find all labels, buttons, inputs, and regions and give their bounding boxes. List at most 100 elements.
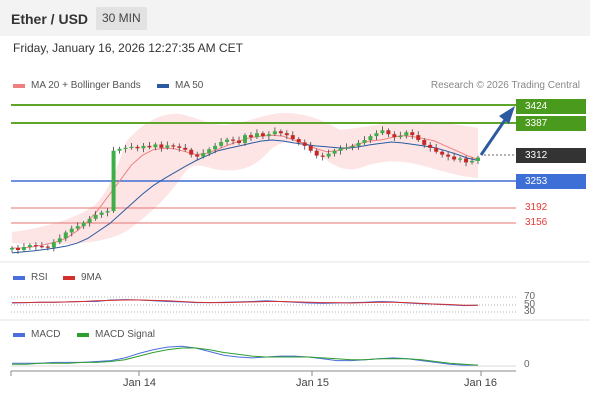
candle-body (15, 248, 20, 250)
macd-zero-label: 0 (524, 359, 530, 370)
instrument-title: Ether / USD (11, 11, 89, 27)
candle-body (398, 135, 403, 138)
candle-body (368, 136, 373, 141)
candle-body (290, 135, 295, 140)
x-label-jan14: Jan 14 (123, 377, 157, 389)
chart-header: Ether / USD 30 MIN (0, 0, 590, 36)
support-label-3192: 3192 (525, 202, 548, 213)
candle-body (213, 145, 218, 150)
candle-body (362, 140, 367, 143)
rsi-level-30: 30 (524, 306, 536, 317)
candle-body (147, 145, 152, 148)
candle-body (428, 144, 433, 148)
candle-body (33, 245, 38, 247)
candle-body (81, 222, 86, 227)
candle-body (458, 158, 463, 160)
macd-legend-label: MACD (31, 329, 61, 340)
candle-body (75, 226, 80, 229)
macd-legend: MACD (13, 329, 60, 340)
candle-body (57, 238, 62, 243)
candle-body (207, 149, 212, 154)
ma50-legend: MA 50 (157, 80, 203, 91)
forecast-arrow-line (479, 116, 509, 156)
rsi-level-50: 50 (524, 299, 536, 310)
candle-body (320, 155, 325, 157)
candle-body (434, 147, 439, 152)
candle-body (284, 133, 289, 136)
candle-body (231, 139, 236, 141)
candle-body (254, 133, 259, 138)
candle-body (63, 232, 68, 239)
candle-body (111, 150, 116, 212)
x-label-jan16: Jan 16 (464, 377, 498, 389)
support-label-3253: 3253 (516, 174, 586, 189)
candle-body (141, 145, 146, 149)
rsi-ma-legend-swatch (63, 275, 75, 280)
candle-body (476, 157, 480, 161)
candle-body (69, 228, 74, 233)
candle-body (356, 142, 361, 146)
candle-body (39, 246, 44, 248)
rsi-legend-swatch (13, 275, 25, 280)
candle-body (440, 151, 445, 155)
bb-legend-label: MA 20 + Bollinger Bands (31, 80, 141, 91)
chart-timestamp: Friday, January 16, 2026 12:27:35 AM CET (13, 41, 243, 55)
candle-body (10, 248, 14, 250)
macd-signal-legend-label: MACD Signal (95, 329, 156, 340)
rsi-legend-label: RSI (31, 272, 48, 283)
candle-body (248, 135, 253, 138)
candle-body (332, 150, 337, 154)
resistance-label-3387: 3387 (516, 116, 586, 131)
candle-body (117, 148, 122, 151)
candle-body (314, 150, 319, 156)
candle-body (51, 242, 56, 248)
copyright-text: Research © 2026 Trading Central (430, 80, 580, 91)
ma50-legend-label: MA 50 (175, 80, 204, 91)
candle-body (237, 140, 242, 143)
bb-legend: MA 20 + Bollinger Bands (13, 80, 141, 91)
rsi-legend: RSI (13, 272, 48, 283)
candle-body (272, 131, 277, 135)
candle-body (302, 142, 307, 146)
candle-body (374, 133, 379, 137)
forecast-arrow-head (499, 106, 515, 124)
macd-signal-legend: MACD Signal (77, 329, 155, 340)
candle-body (165, 145, 170, 148)
candle-body (326, 153, 331, 157)
candle-body (386, 130, 391, 135)
rsi-ma-line (12, 299, 478, 306)
macd-signal-line (12, 347, 479, 366)
candle-body (93, 214, 98, 219)
candle-body (87, 218, 92, 223)
candle-body (27, 245, 32, 248)
candle-body (404, 132, 409, 136)
candle-body (344, 147, 349, 149)
candle-body (135, 146, 140, 149)
candle-body (99, 212, 104, 215)
resistance-label-3424: 3424 (516, 99, 586, 114)
candle-body (422, 140, 427, 145)
rsi-level-70: 70 (524, 291, 536, 302)
candle-body (392, 134, 397, 138)
rsi-ma-legend: 9MA (63, 272, 102, 283)
candle-body (296, 139, 301, 143)
candle-body (189, 149, 194, 155)
macd-legend-swatch (13, 332, 25, 337)
ma50-legend-swatch (157, 83, 169, 88)
bollinger-band-area (12, 112, 478, 245)
candle-body (225, 139, 230, 142)
current-price-label: 3312 (516, 148, 586, 163)
candle-body (260, 133, 265, 137)
bb-legend-swatch (13, 83, 25, 88)
candle-body (201, 153, 206, 157)
support-label-3156: 3156 (525, 217, 548, 228)
candlestick-series (10, 126, 480, 254)
candle-body (183, 147, 188, 150)
candle-body (195, 154, 200, 157)
candle-body (338, 148, 343, 151)
timeframe-button[interactable]: 30 MIN (96, 7, 147, 30)
candle-body (380, 130, 385, 134)
candle-body (464, 158, 469, 163)
candle-body (243, 135, 247, 143)
